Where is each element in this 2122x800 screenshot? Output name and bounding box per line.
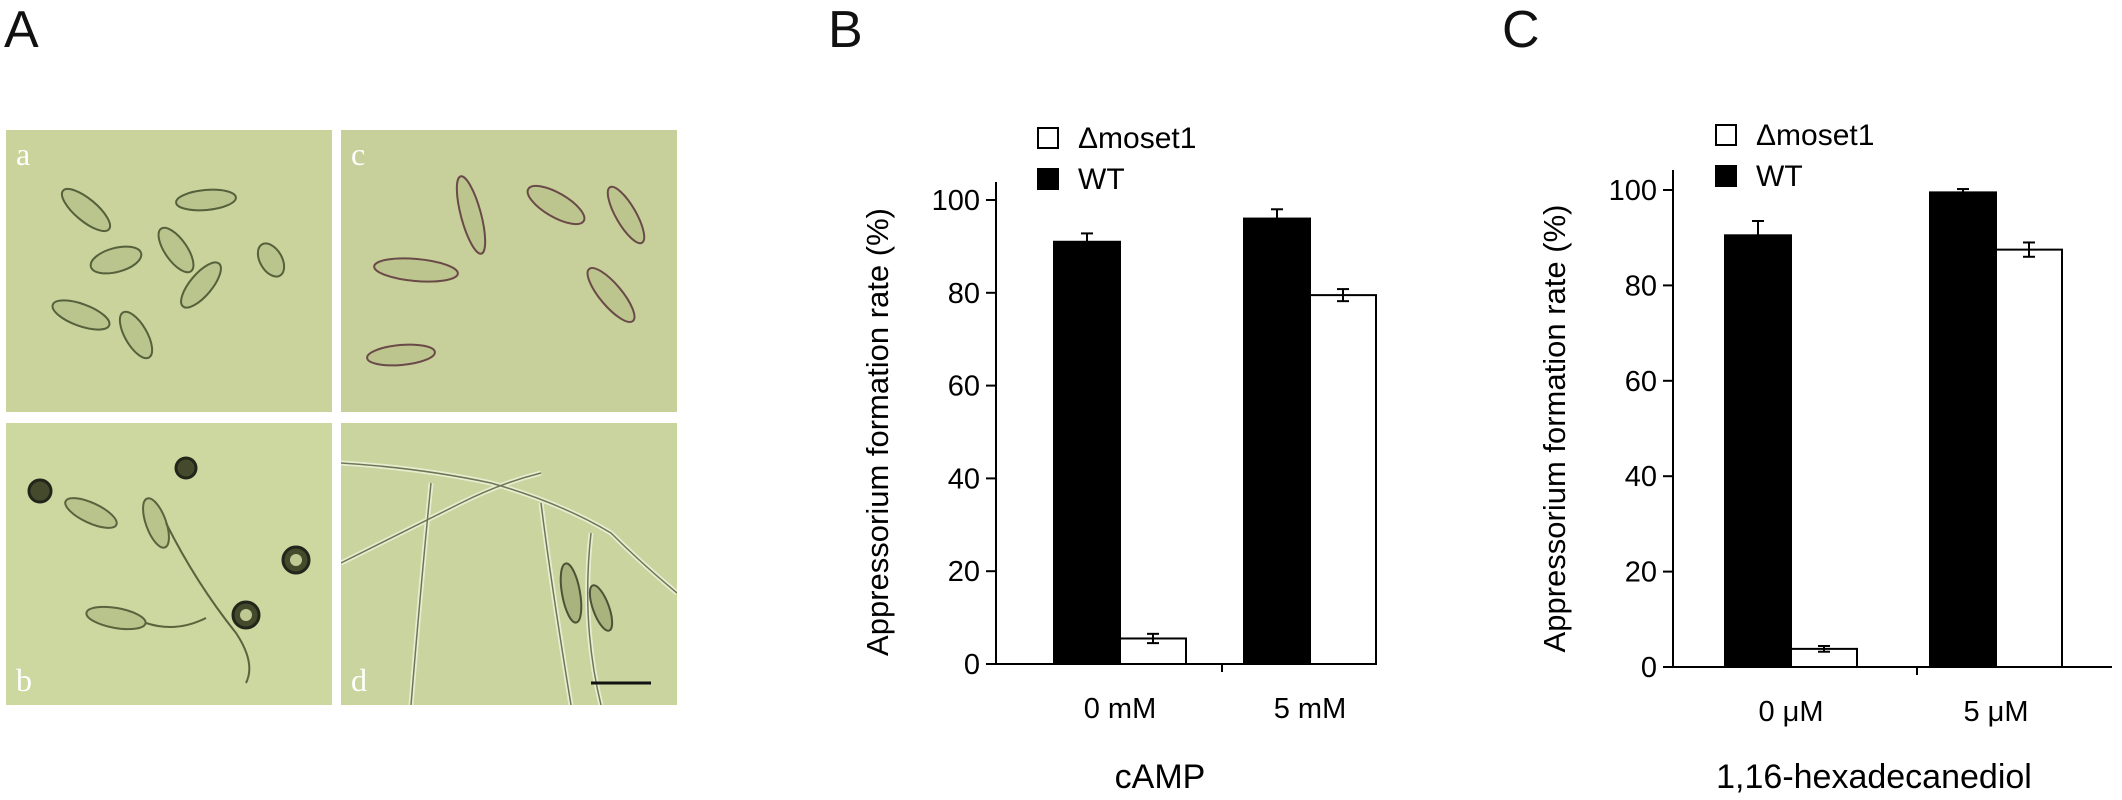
y-tick-label: 60 [948, 371, 980, 403]
y-tick-label: 100 [932, 185, 980, 217]
y-tick-label: 20 [1625, 557, 1657, 589]
y-tick-label: 80 [1625, 270, 1657, 302]
legend-swatch-moset1 [1037, 127, 1059, 149]
conidia-image-c [366, 175, 646, 367]
micrograph-label-d: d [351, 662, 367, 698]
y-tick-label: 0 [1641, 652, 1657, 684]
y-axis-title: Appressorium formation rate (%) [860, 208, 895, 656]
y-tick-label: 100 [1609, 175, 1657, 207]
y-tick-label: 80 [948, 278, 980, 310]
bar-moset1 [1309, 294, 1377, 665]
x-axis-title: cAMP [1115, 758, 1206, 796]
legend-swatch-moset1 [1715, 124, 1737, 146]
micrograph-label-a: a [16, 136, 31, 172]
micrograph-b: b [6, 423, 332, 705]
bar-wt [1929, 191, 1997, 668]
x-category-label: 5 μM [1963, 696, 2028, 728]
y-tick-label: 60 [1625, 366, 1657, 398]
legend-label-moset1: Δmoset1 [1756, 119, 1874, 152]
x-category-label: 0 mM [1084, 693, 1157, 725]
x-category-label: 5 mM [1274, 693, 1347, 725]
bar-wt [1053, 240, 1121, 665]
x-axis-title: 1,16-hexadecanediol [1716, 758, 2032, 796]
y-tick-label: 0 [964, 649, 980, 681]
micrograph-c: c [341, 130, 677, 412]
panel-letter-a: A [4, 1, 39, 59]
y-tick-label: 40 [948, 463, 980, 495]
micrograph-label-b: b [16, 662, 32, 698]
bar-wt [1724, 234, 1792, 668]
micrograph-d: d [341, 423, 677, 705]
y-axis-title: Appressorium formation rate (%) [1537, 205, 1572, 653]
micrograph-a: a [6, 130, 332, 412]
hyphae-image-d [341, 460, 677, 705]
panel-letter-c: C [1502, 1, 1540, 59]
x-category-label: 0 μM [1758, 696, 1823, 728]
bar-wt [1243, 217, 1311, 665]
y-tick-label: 20 [948, 556, 980, 588]
legend-label-moset1: Δmoset1 [1078, 122, 1196, 155]
legend-label-wt: WT [1078, 163, 1125, 196]
panel-letter-b: B [828, 1, 863, 59]
y-tick-label: 40 [1625, 461, 1657, 493]
micrograph-label-c: c [351, 136, 366, 172]
conidia-image-a [51, 187, 286, 360]
bar-moset1 [1995, 248, 2063, 668]
appressoria-image-b [27, 456, 311, 684]
legend-label-wt: WT [1756, 160, 1803, 193]
legend-swatch-wt [1715, 165, 1737, 187]
legend-swatch-wt [1037, 168, 1059, 190]
